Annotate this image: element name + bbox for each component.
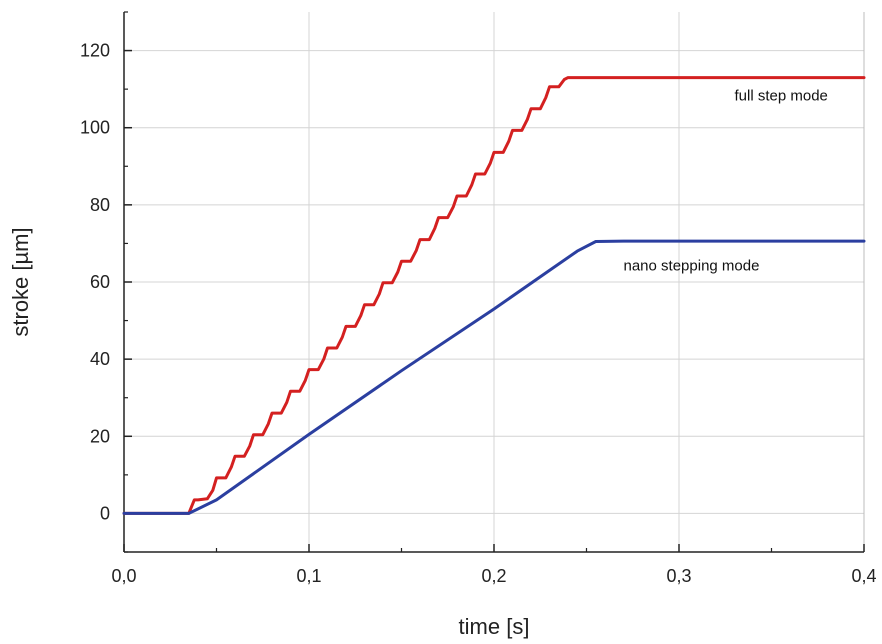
y-tick-labels: 0 20 40 60 80 100 120 [80, 41, 110, 524]
series-lines [122, 76, 866, 515]
y-tick-label: 80 [90, 195, 110, 215]
series-label-0: full step mode [735, 88, 828, 105]
y-tick-label: 60 [90, 272, 110, 292]
series-line-1 [122, 239, 866, 515]
x-axis-title: time [s] [459, 614, 530, 639]
x-tick-labels: 0,0 0,1 0,2 0,3 0,4 [111, 566, 876, 586]
y-tick-label: 120 [80, 41, 110, 61]
y-axis-title: stroke [µm] [8, 227, 33, 336]
series-annotations: full step mode nano stepping mode [624, 88, 828, 275]
gridlines [124, 12, 864, 552]
series-line-0 [122, 76, 866, 515]
series-label-1: nano stepping mode [624, 257, 760, 274]
x-tick-label: 0,3 [666, 566, 691, 586]
y-tick-label: 100 [80, 118, 110, 138]
y-tick-label: 20 [90, 426, 110, 446]
y-tick-label: 0 [100, 503, 110, 523]
x-tick-label: 0,1 [296, 566, 321, 586]
x-tick-label: 0,4 [851, 566, 876, 586]
y-tick-label: 40 [90, 349, 110, 369]
x-tick-label: 0,2 [481, 566, 506, 586]
x-tick-label: 0,0 [111, 566, 136, 586]
